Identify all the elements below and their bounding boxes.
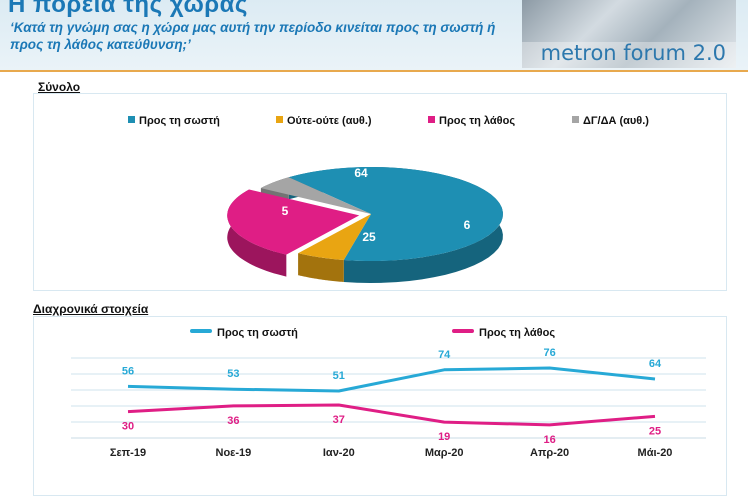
x-tick-label: Ιαν-20 [323,447,355,459]
pie-data-label: 5 [282,204,289,218]
pie-panel-title: Σύνολο [38,80,81,94]
legend-item: ΔΓ/ΔΑ (αυθ.) [572,115,649,127]
x-tick-label: Μάι-20 [638,447,673,459]
line-data-label: 30 [122,421,134,433]
line-data-label: 74 [438,349,451,361]
x-tick-label: Νοε-19 [216,447,252,459]
page-title: Η πορεία της χώρας [8,0,248,18]
legend-label: Ούτε-ούτε (αυθ.) [287,115,372,127]
line-data-label: 53 [227,368,239,380]
series-line [127,366,656,393]
pie-slice [227,189,360,255]
x-tick-label: Σεπ-19 [110,447,146,459]
legend-label: Προς τη λάθος [479,327,556,339]
header-divider [0,70,748,72]
legend-item: Προς τη σωστή [128,115,220,127]
x-tick-label: Απρ-20 [530,447,569,459]
pie-slice [260,177,371,214]
pie-legend: Προς τη σωστή Ούτε-ούτε (αυθ.) Προς τη λ… [128,115,688,131]
brand-image: metron forum 2.0 [522,0,736,68]
line-legend: Προς τη σωστή Προς τη λάθος [190,327,590,343]
line-data-label: 37 [333,414,345,426]
survey-question: ‘Κατά τη γνώμη σας η χώρα μας αυτή την π… [10,20,496,52]
line-data-label: 76 [543,347,555,359]
legend-swatch [572,116,579,123]
brand-bar [522,42,736,68]
legend-swatch [128,116,135,123]
pie-slice [288,167,503,262]
line-data-label: 51 [333,370,345,382]
legend-item: Προς τη λάθος [452,327,555,339]
pie-slice [298,214,371,260]
legend-label: ΔΓ/ΔΑ (αυθ.) [583,115,649,127]
line-panel-title: Διαχρονικά στοιχεία [33,302,149,316]
legend-label: Προς τη σωστή [139,115,220,127]
legend-item: Ούτε-ούτε (αυθ.) [276,115,372,127]
line-data-label: 25 [649,425,661,437]
legend-item: Προς τη λάθος [428,115,515,127]
line-data-label: 19 [438,431,450,443]
legend-label: Προς τη σωστή [217,327,298,339]
line-data-label: 56 [122,365,134,377]
legend-swatch [276,116,283,123]
line-data-label: 36 [227,415,239,427]
header-banner: Η πορεία της χώρας ‘Κατά τη γνώμη σας η … [0,0,748,70]
x-tick-label: Μαρ-20 [425,447,464,459]
line-data-label: 16 [543,434,555,446]
series-line [127,403,656,427]
legend-line [452,329,474,333]
pie-data-label: 64 [354,166,368,180]
legend-line [190,329,212,333]
legend-item: Προς τη σωστή [190,327,298,339]
brand-logo: metron forum 2.0 [540,41,726,65]
legend-swatch [428,116,435,123]
pie-data-label: 25 [362,230,376,244]
line-data-label: 64 [649,358,662,370]
legend-label: Προς τη λάθος [439,115,516,127]
pie-data-label: 6 [464,218,471,232]
pie-slice-side [298,253,344,282]
